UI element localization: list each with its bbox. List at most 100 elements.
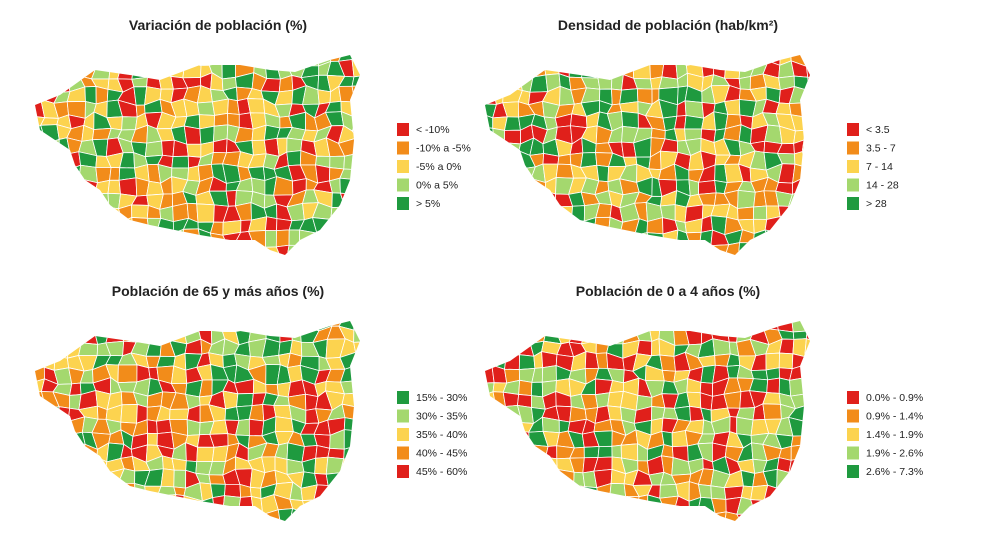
municipality: [39, 215, 54, 236]
municipality: [637, 535, 650, 548]
municipality: [793, 482, 809, 501]
municipality: [712, 55, 729, 67]
municipality: [789, 229, 808, 248]
municipality: [275, 244, 290, 255]
municipality: [35, 165, 47, 183]
municipality: [157, 243, 177, 255]
municipality: [144, 534, 161, 551]
municipality: [619, 244, 641, 255]
municipality: [250, 257, 266, 272]
municipality: [238, 258, 252, 272]
municipality: [143, 254, 162, 255]
legend-label: > 5%: [416, 198, 440, 210]
municipality: [502, 77, 523, 92]
municipality: [117, 482, 136, 501]
municipality: [142, 243, 162, 255]
municipality: [109, 55, 123, 65]
municipality: [502, 468, 522, 489]
municipality: [485, 507, 496, 521]
municipality: [68, 257, 85, 272]
municipality: [660, 509, 675, 521]
municipality: [598, 55, 610, 66]
municipality: [90, 473, 110, 485]
municipality: [801, 190, 810, 209]
municipality: [776, 487, 796, 502]
municipality: [515, 166, 536, 180]
municipality: [221, 511, 239, 521]
municipality: [503, 150, 521, 170]
municipality: [40, 233, 56, 245]
municipality: [213, 112, 229, 127]
municipality: [40, 73, 60, 93]
municipality: [93, 242, 109, 255]
municipality: [597, 61, 613, 79]
legend-label: > 28: [866, 198, 887, 210]
municipality: [508, 55, 524, 64]
municipality: [196, 203, 215, 223]
legend-swatch: [397, 409, 409, 423]
municipality: [44, 138, 60, 153]
municipality: [67, 60, 84, 80]
municipality: [568, 538, 586, 549]
municipality: [518, 244, 534, 255]
municipality: [339, 471, 355, 487]
municipality: [775, 102, 792, 116]
municipality: [485, 126, 495, 144]
municipality: [337, 510, 357, 521]
municipality: [134, 254, 146, 255]
municipality: [570, 113, 588, 129]
municipality: [92, 321, 110, 330]
municipality: [805, 268, 820, 287]
municipality: [515, 231, 534, 247]
legend-label: 2.6% - 7.3%: [866, 466, 923, 478]
municipality: [544, 245, 560, 255]
municipality: [724, 536, 737, 549]
municipality: [290, 523, 306, 538]
municipality: [479, 537, 494, 552]
municipality: [790, 258, 807, 269]
municipality: [636, 339, 653, 357]
legend-label: 35% - 40%: [416, 429, 467, 441]
municipality: [529, 471, 549, 484]
municipality: [109, 167, 121, 181]
municipality: [505, 216, 517, 236]
municipality: [519, 268, 534, 284]
municipality: [66, 230, 80, 246]
municipality: [83, 498, 99, 512]
municipality: [597, 73, 613, 90]
municipality: [65, 431, 86, 445]
municipality: [779, 229, 792, 248]
municipality: [325, 456, 345, 475]
municipality: [52, 216, 69, 235]
municipality: [777, 523, 793, 536]
legend-swatch: [397, 391, 409, 404]
municipality: [235, 511, 255, 521]
municipality: [722, 242, 740, 255]
municipality: [354, 179, 360, 196]
municipality: [90, 482, 112, 500]
municipality: [518, 191, 536, 206]
municipality: [762, 321, 779, 331]
municipality: [520, 321, 536, 333]
municipality: [343, 429, 356, 450]
municipality: [607, 405, 623, 421]
municipality: [93, 254, 112, 255]
municipality: [171, 155, 190, 169]
municipality: [485, 203, 498, 219]
municipality: [763, 500, 782, 511]
municipality: [529, 55, 544, 66]
municipality: [684, 321, 703, 333]
municipality: [303, 535, 316, 552]
municipality: [78, 164, 98, 184]
municipality: [764, 525, 781, 540]
municipality: [570, 495, 586, 510]
municipality: [117, 321, 137, 327]
municipality: [119, 216, 134, 232]
municipality: [530, 203, 547, 219]
municipality: [160, 523, 172, 541]
municipality: [326, 485, 344, 500]
municipality: [169, 55, 190, 63]
municipality: [247, 98, 266, 114]
municipality: [684, 115, 705, 130]
municipality: [485, 245, 496, 255]
